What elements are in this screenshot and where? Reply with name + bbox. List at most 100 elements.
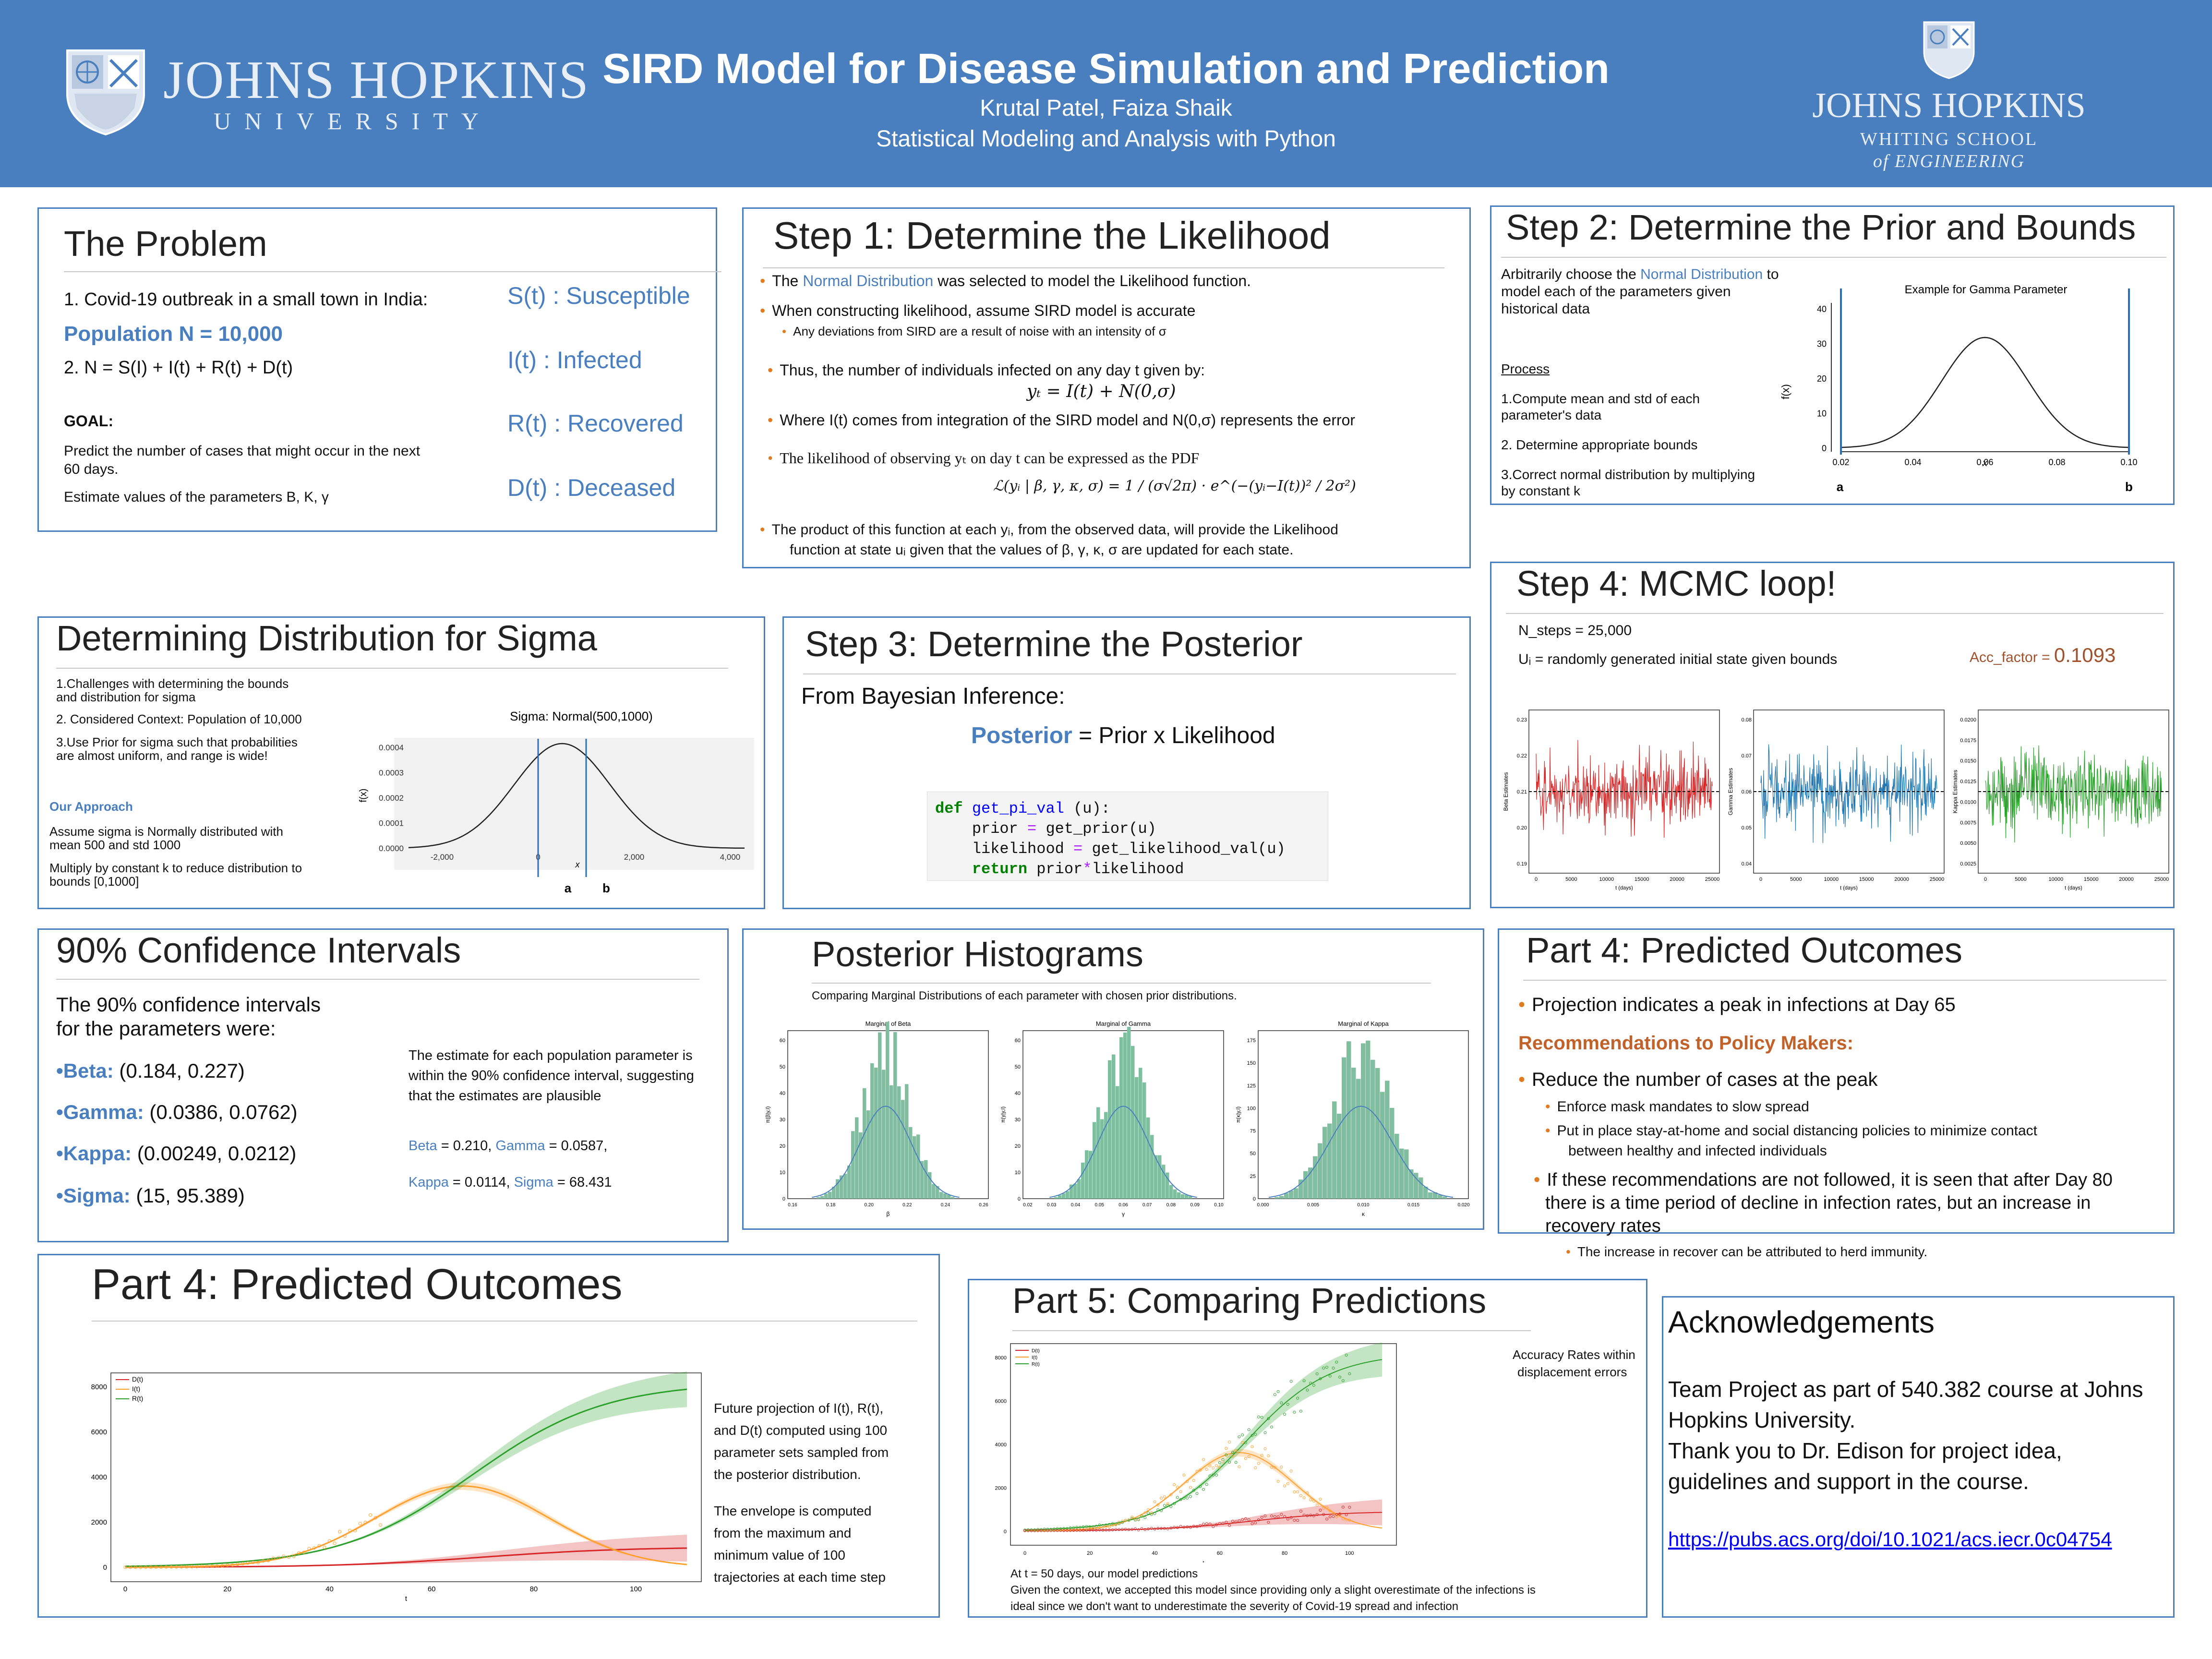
infected-point bbox=[1293, 1490, 1296, 1493]
y-tick-label: 0.07 bbox=[1742, 753, 1752, 759]
infected-point bbox=[1124, 1519, 1127, 1522]
recovered-point bbox=[1036, 1528, 1040, 1531]
infected-point bbox=[1341, 1517, 1345, 1521]
panel-title: Step 2: Determine the Prior and Bounds bbox=[1506, 207, 2136, 247]
histogram-bar bbox=[1279, 1196, 1284, 1199]
prior-curve bbox=[1840, 337, 2129, 448]
deceased-point bbox=[1179, 1525, 1182, 1528]
histogram-bar bbox=[1077, 1179, 1081, 1199]
y-tick-label: 0.21 bbox=[1517, 789, 1527, 795]
process-step: 3.Correct normal distribution by multipl… bbox=[1501, 467, 1755, 482]
y-tick-label: 0.0025 bbox=[1960, 861, 1976, 867]
infected-point bbox=[1225, 1447, 1228, 1450]
histogram-bar bbox=[928, 1172, 932, 1199]
recovered-point bbox=[1156, 1508, 1160, 1512]
x-axis-label: x bbox=[575, 860, 580, 869]
histogram-bar bbox=[870, 1063, 874, 1199]
y-tick-label: 8000 bbox=[91, 1383, 107, 1391]
shield-icon bbox=[66, 49, 145, 136]
deceased-point bbox=[1137, 1528, 1140, 1531]
deceased-point bbox=[1069, 1529, 1072, 1532]
x-tick-label: 0.010 bbox=[1357, 1202, 1369, 1208]
infected-point bbox=[307, 1547, 311, 1551]
histogram-bar bbox=[874, 1068, 878, 1199]
comparison-chart: 0 2000 4000 6000 8000 0 20 40 60 80 100 t D(t)I(t) R(… bbox=[995, 1342, 1397, 1563]
y-axis-label: π(β|y,I) bbox=[765, 1106, 771, 1123]
recovered-point bbox=[1033, 1528, 1036, 1531]
histogram-bar bbox=[1142, 1082, 1146, 1199]
deceased-point bbox=[1299, 1510, 1302, 1513]
deceased-point bbox=[1166, 1527, 1169, 1530]
y-axis-label: Gamma Estimates bbox=[1727, 768, 1734, 816]
recovered-point bbox=[1241, 1433, 1244, 1437]
ci-note: The estimate for each population paramet… bbox=[409, 1048, 693, 1063]
histogram-bar bbox=[1385, 1081, 1390, 1199]
deceased-point bbox=[1033, 1529, 1036, 1532]
x-tick-label: 0 bbox=[1759, 877, 1762, 882]
panel-step4: Step 4: MCMC loop! N_steps = 25,000 Uᵢ =… bbox=[1490, 562, 2175, 908]
divider bbox=[1506, 613, 2164, 614]
infected-point bbox=[1325, 1506, 1329, 1509]
approach-line: Assume sigma is Normally distributed wit… bbox=[49, 824, 283, 839]
infected-point bbox=[1299, 1494, 1302, 1497]
logo-subtitle-2: of ENGINEERING bbox=[1873, 151, 2025, 171]
step1-bullet: Thus, the number of individuals infected… bbox=[768, 361, 1205, 379]
recovered-point bbox=[1082, 1525, 1085, 1528]
infected-point bbox=[1105, 1525, 1108, 1528]
goal-text-2: 60 days. bbox=[64, 461, 119, 477]
x-tick-label: 0.020 bbox=[1457, 1202, 1469, 1208]
infected-point bbox=[190, 1565, 193, 1569]
x-tick-label: 40 bbox=[1152, 1551, 1157, 1556]
infected-point bbox=[1114, 1523, 1118, 1527]
recovered-point bbox=[1150, 1513, 1153, 1516]
y-tick-label: 50 bbox=[1250, 1151, 1256, 1157]
acc-factor: Acc_factor = 0.1093 bbox=[1970, 644, 2116, 666]
x-axis-label: t bbox=[405, 1595, 408, 1603]
deceased-point bbox=[1267, 1521, 1270, 1524]
deceased-point bbox=[1189, 1526, 1192, 1529]
histogram-bar bbox=[1346, 1041, 1351, 1199]
x-tick-label: 0.08 bbox=[2048, 457, 2065, 467]
infected-point bbox=[1254, 1466, 1257, 1469]
infected-point bbox=[1289, 1469, 1293, 1473]
infected-point bbox=[1130, 1515, 1134, 1519]
deceased-point bbox=[1065, 1529, 1069, 1532]
deceased-point bbox=[1202, 1523, 1205, 1526]
histogram-bar bbox=[1414, 1173, 1419, 1199]
deceased-point bbox=[1127, 1528, 1130, 1531]
deceased-point bbox=[1296, 1519, 1299, 1522]
reference-link[interactable]: https://pubs.acs.org/doi/10.1021/acs.iec… bbox=[1668, 1528, 2112, 1551]
recovered-point bbox=[1345, 1353, 1348, 1357]
y-tick-label: 30 bbox=[1817, 339, 1827, 349]
step1-bullet-cont: function at state uᵢ given that the valu… bbox=[790, 542, 1294, 558]
approach-line: Multiply by constant k to reduce distrib… bbox=[49, 861, 302, 875]
infected-point bbox=[246, 1561, 250, 1565]
histogram-bar bbox=[1169, 1185, 1173, 1199]
deceased-point bbox=[1143, 1528, 1147, 1531]
legend-label: D(t) bbox=[1032, 1348, 1040, 1354]
deceased-point bbox=[1228, 1524, 1231, 1527]
recovered-point bbox=[1137, 1518, 1140, 1521]
panel-confidence: 90% Confidence Intervals The 90% confide… bbox=[37, 928, 729, 1242]
comparison-caption-3: ideal since we don't want to underestima… bbox=[1010, 1600, 1459, 1613]
state-deceased: D(t) : Deceased bbox=[507, 474, 676, 501]
deceased-point bbox=[1173, 1526, 1176, 1529]
deceased-point bbox=[1186, 1525, 1189, 1528]
histogram-bar bbox=[1303, 1171, 1308, 1199]
prior-curve bbox=[1268, 1106, 1454, 1198]
recovered-point bbox=[1325, 1366, 1329, 1369]
infected-point bbox=[379, 1523, 383, 1527]
histogram-bar bbox=[878, 1032, 882, 1199]
histogram-bar bbox=[1327, 1123, 1332, 1199]
infected-point bbox=[220, 1564, 224, 1568]
estimate-text: Estimate values of the parameters B, K, … bbox=[64, 489, 329, 505]
sigma-line-cont: are almost uniform, and range is wide! bbox=[56, 748, 268, 763]
legend-label: R(t) bbox=[132, 1395, 143, 1402]
deceased-point bbox=[1348, 1505, 1351, 1509]
recovered-point bbox=[1179, 1498, 1182, 1501]
infected-point bbox=[1312, 1500, 1315, 1503]
infected-point bbox=[1094, 1527, 1098, 1530]
deceased-point bbox=[1163, 1527, 1166, 1530]
panel-part5: Part 5: Comparing Predictions Accuracy R… bbox=[968, 1279, 1647, 1618]
recovered-point bbox=[1189, 1495, 1192, 1498]
